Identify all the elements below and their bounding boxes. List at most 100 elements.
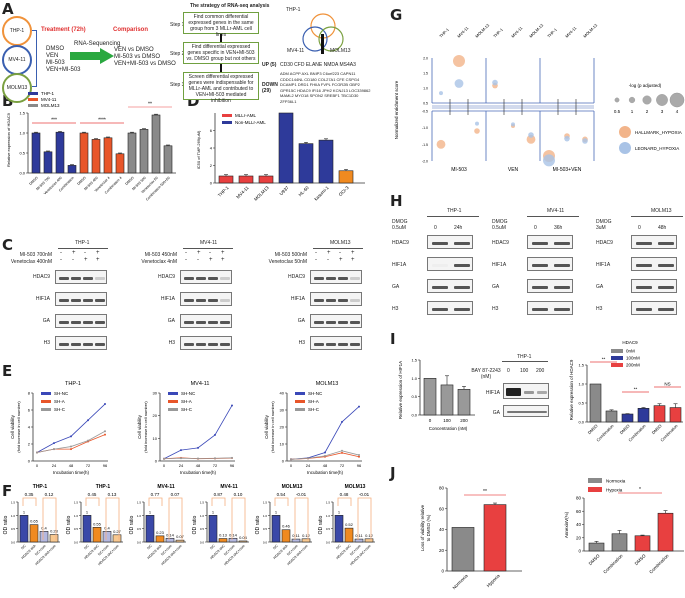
legend-swatch — [28, 92, 38, 95]
y-tick-label: 0.5 — [423, 102, 428, 106]
step-connector — [220, 64, 222, 72]
data-point — [70, 445, 72, 448]
bracket-label: -0.01 — [359, 492, 370, 497]
series-legend-label: HALLMARK_HYPOXIA — [635, 130, 682, 135]
y-tick-label: 20 — [280, 425, 285, 430]
step-label: Step 3 — [170, 82, 185, 88]
blot-cell-label: THP-1 — [517, 354, 532, 360]
legend-label: 200nM — [626, 363, 640, 368]
blot-hif1a — [310, 292, 362, 306]
rnaseq-label: RNA-Sequencing — [74, 41, 121, 47]
bar — [238, 540, 248, 543]
blot-band — [220, 299, 230, 302]
y-tick-label: 0.5 — [74, 527, 79, 531]
y-tick-label: 40 — [576, 522, 582, 527]
x-tick-label: 48 — [323, 463, 328, 468]
legend-label: THP-1 — [41, 91, 54, 96]
data-point — [87, 419, 89, 422]
x-tick-label: Combination — [648, 553, 670, 575]
y-axis-label: Loss of viability relative — [420, 504, 425, 551]
protein-label: HIF1A — [290, 296, 305, 302]
x-tick-label: 96 — [357, 463, 362, 468]
bar — [238, 175, 254, 184]
column-label: MOLM-13 — [582, 22, 599, 39]
value-label: 0.04 — [239, 535, 248, 540]
step-box: Find common differential expressed genes… — [183, 12, 259, 38]
bar — [483, 504, 507, 572]
blot-band — [432, 242, 448, 245]
y-tick-label: 0.5 — [137, 527, 142, 531]
blot-band — [350, 277, 360, 280]
treatment-item: MI-503 — [46, 60, 65, 66]
blot-hif1a — [180, 292, 232, 306]
y-axis-label: Relative expression of HIF1A — [398, 361, 403, 419]
x-axis-label: Incubation time(h) — [180, 470, 217, 475]
enrichment-point — [543, 154, 555, 167]
bar — [218, 175, 234, 184]
bar — [338, 170, 354, 184]
chart-title: MV4-11 — [191, 381, 210, 387]
bar — [19, 515, 29, 543]
cell-circle-thp1: THP-1 — [2, 16, 32, 46]
legend-swatch — [28, 104, 38, 107]
x-tick-label: 0 — [36, 463, 39, 468]
cell-label: MOLM13 — [6, 85, 28, 91]
legend-label: 0nM — [626, 349, 635, 354]
data-point — [104, 433, 106, 436]
blot-band — [326, 343, 336, 346]
chart-title: THP-1 — [33, 484, 48, 490]
time-label: 36h — [554, 225, 563, 231]
blot-band — [636, 286, 652, 289]
bar — [669, 407, 682, 423]
blot-band — [532, 264, 548, 267]
blot-h3 — [527, 301, 573, 315]
y-tick-label: 1.0 — [19, 131, 25, 136]
blot-cell-label: MOLM13 — [330, 240, 351, 246]
blot-band — [95, 299, 105, 302]
comparison-title: Comparison — [113, 27, 149, 33]
protein-label: HDAC9 — [33, 274, 50, 280]
treatment-title: Treatment (72h) — [41, 27, 86, 33]
comparison-item: MI-503 vs DMSO — [114, 54, 161, 60]
bar — [589, 383, 602, 423]
significance-label: ** — [634, 387, 638, 392]
bar — [354, 538, 364, 543]
data-point — [358, 405, 360, 408]
bar — [271, 515, 281, 543]
drug1-sign: + — [221, 250, 225, 256]
x-tick-label: DMSO — [588, 553, 601, 566]
y-tick-label: 0.5 — [411, 394, 417, 399]
y-axis-label: Cell viability — [10, 414, 15, 439]
drug2-sign: + — [339, 257, 343, 263]
bar — [334, 515, 344, 543]
y-tick-label: 10 — [280, 442, 285, 447]
legend-label: SH-C — [54, 407, 66, 412]
x-tick-label: DMSO — [28, 176, 38, 186]
x-tick-label: U937 — [279, 185, 290, 196]
y-tick-label: 0 — [282, 459, 285, 464]
treatment-label: DMOG 0.5uM — [492, 219, 508, 231]
y-axis-label: Relative expression of HDAC9 — [6, 112, 11, 167]
drug2-label: Venetoclax 400nM — [10, 259, 52, 265]
size-legend-label: 2 — [646, 109, 649, 114]
step-box: Screen differential expressed genes were… — [183, 72, 259, 104]
bar — [82, 515, 92, 543]
cell-label: THP-1 — [9, 28, 25, 34]
data-point — [214, 433, 216, 436]
protein-label: HIF1A — [596, 262, 611, 268]
drug1-sign: - — [339, 250, 341, 256]
bar — [364, 538, 374, 543]
y-axis-label: Normalized enrichment score — [394, 80, 399, 139]
y-tick-label: 0.0 — [578, 420, 584, 425]
legend-label: MOLM13 — [41, 103, 60, 108]
bracket-label: 0.13 — [108, 492, 117, 497]
y-axis-label: OD ratio — [192, 515, 198, 534]
blot-band — [83, 299, 93, 302]
significance-label: NS — [664, 382, 670, 387]
venn-diagram — [302, 13, 344, 54]
bar — [208, 515, 218, 543]
legend-label: Hypoxia — [606, 488, 623, 493]
blot-band — [196, 299, 206, 302]
blot-hdac9 — [180, 270, 232, 284]
